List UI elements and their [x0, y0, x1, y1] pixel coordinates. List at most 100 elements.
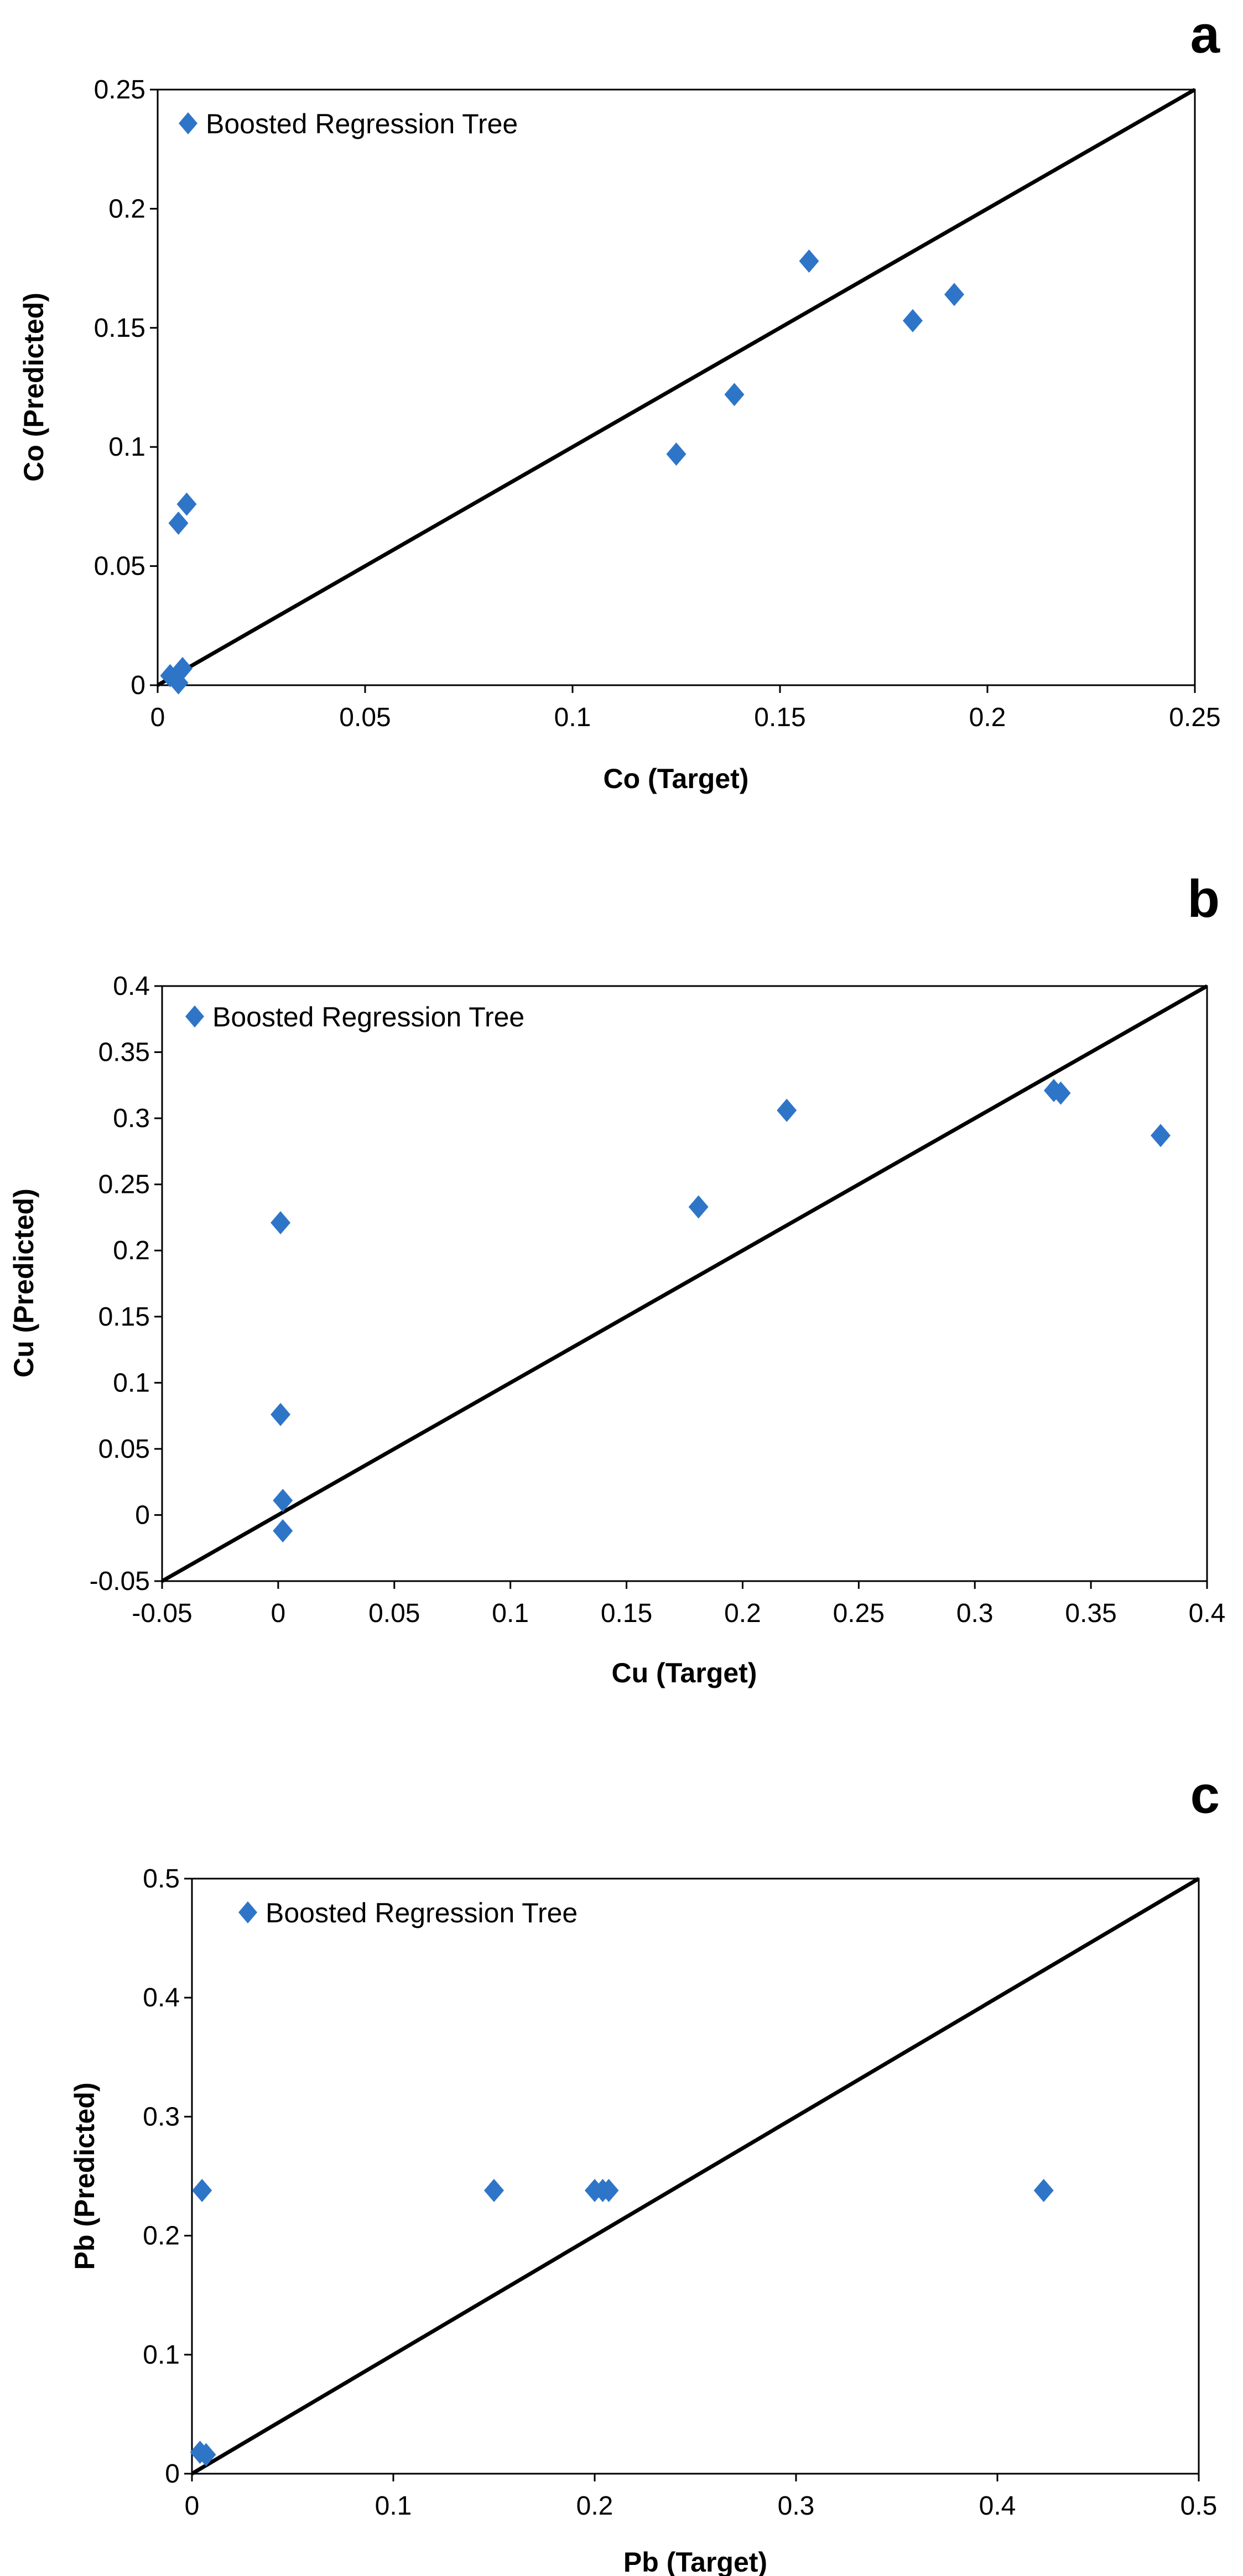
x-tick-label: 0.35 [1065, 1599, 1116, 1628]
legend-marker-a [179, 112, 197, 134]
x-ticks-c: 0 0.1 0.2 0.3 0.4 0.5 [185, 2474, 1218, 2521]
x-tick-label: 0.3 [778, 2491, 815, 2521]
reference-line-a [157, 87, 1196, 687]
x-tick-label: 0.25 [1169, 703, 1220, 732]
x-tick-label: 0.4 [1189, 1599, 1226, 1628]
data-points-b [271, 1078, 1171, 1543]
y-axis-title-b: Cu (Predicted) [8, 1188, 39, 1378]
y-tick-label: 0.1 [108, 432, 145, 462]
data-point [1050, 1081, 1071, 1105]
data-point [944, 283, 964, 306]
reference-line-b [161, 984, 1208, 1583]
x-ticks-a: 0 0.05 0.1 0.15 0.2 0.25 [150, 685, 1221, 732]
plot-area-a [157, 88, 1196, 686]
data-point [173, 656, 193, 680]
x-tick-label: 0.05 [368, 1599, 420, 1628]
data-point [1033, 2178, 1054, 2202]
x-axis-title-c: Pb (Target) [623, 2547, 767, 2576]
y-tick-label: 0.2 [113, 1236, 150, 1265]
x-tick-label: 0.2 [724, 1599, 761, 1628]
legend-marker-b [185, 1005, 204, 1028]
x-tick-label: 0.05 [339, 703, 391, 732]
data-points-a [160, 249, 964, 695]
panel-letter-a: a [1190, 5, 1220, 64]
legend-a: Boosted Regression Tree [179, 108, 518, 139]
x-tick-label: 0.1 [492, 1599, 529, 1628]
x-tick-label: 0 [271, 1599, 286, 1628]
y-ticks-c: 0 0.1 0.2 0.3 0.4 0.5 [143, 1864, 192, 2489]
y-tick-label: 0.4 [113, 972, 150, 1001]
chart-panel-b: b -0.05 0 0.05 0.1 0.15 0.2 0.25 0.3 0.35 0.4 -0.… [8, 869, 1225, 1688]
data-point [777, 1098, 797, 1122]
y-tick-label: -0.05 [90, 1567, 150, 1596]
x-tick-label: 0.2 [576, 2491, 613, 2521]
data-point [273, 1519, 293, 1543]
data-points-c [190, 2178, 1054, 2467]
x-tick-label: 0.1 [375, 2491, 412, 2521]
x-tick-label: 0.15 [601, 1599, 652, 1628]
y-tick-label: 0.05 [98, 1435, 150, 1464]
y-tick-label: 0.2 [143, 2222, 180, 2251]
plot-area-c [191, 1878, 1200, 2475]
data-point [271, 1211, 291, 1235]
y-ticks-b: -0.05 0 0.05 0.1 0.15 0.2 0.25 0.3 0.35 0.4 [90, 972, 162, 1596]
data-point [903, 309, 923, 332]
data-point [666, 442, 686, 466]
panel-letter-b: b [1187, 869, 1220, 929]
x-axis-title-a: Co (Target) [604, 763, 749, 794]
y-tick-label: 0.2 [108, 194, 145, 223]
x-tick-label: 0 [150, 703, 165, 732]
y-tick-label: 0.3 [143, 2102, 180, 2131]
chart-panel-a: a 0 0.05 0.1 0.15 0.2 0.25 0 0.05 0.1 0.15 0.2 0.2… [18, 5, 1221, 794]
x-tick-label: 0.5 [1180, 2491, 1218, 2521]
legend-label-a: Boosted Regression Tree [206, 108, 518, 139]
x-tick-label: 0.2 [969, 703, 1006, 732]
data-point [271, 1402, 291, 1426]
data-point [799, 249, 819, 273]
y-tick-label: 0.1 [113, 1368, 150, 1397]
x-axis-title-b: Cu (Target) [612, 1657, 757, 1688]
y-tick-label: 0.25 [94, 75, 145, 105]
y-tick-label: 0.15 [98, 1302, 150, 1332]
data-point [724, 383, 745, 406]
y-tick-label: 0.15 [94, 314, 145, 343]
y-tick-label: 0 [165, 2459, 180, 2489]
data-point [196, 2443, 216, 2467]
y-ticks-a: 0 0.05 0.1 0.15 0.2 0.25 [94, 75, 158, 700]
data-point [168, 512, 189, 535]
y-tick-label: 0.25 [98, 1170, 150, 1200]
x-tick-label: -0.05 [132, 1599, 192, 1628]
y-tick-label: 0.4 [143, 1983, 180, 2012]
plot-area-b [161, 985, 1208, 1582]
y-tick-label: 0 [135, 1500, 150, 1530]
data-point [1151, 1124, 1171, 1148]
y-tick-label: 0.3 [113, 1104, 150, 1133]
y-axis-title-c: Pb (Predicted) [69, 2083, 100, 2270]
legend-label-c: Boosted Regression Tree [266, 1897, 578, 1928]
data-point [599, 2178, 619, 2202]
y-tick-label: 0.5 [143, 1864, 180, 1894]
x-tick-label: 0.15 [754, 703, 805, 732]
data-point [176, 492, 197, 516]
legend-label-b: Boosted Regression Tree [212, 1002, 524, 1033]
x-tick-label: 0.25 [833, 1599, 885, 1628]
data-point [192, 2178, 212, 2202]
legend-marker-c [238, 1901, 257, 1923]
y-tick-label: 0.05 [94, 552, 145, 581]
y-tick-label: 0.35 [98, 1038, 150, 1067]
reference-line-c [191, 1876, 1200, 2476]
legend-b: Boosted Regression Tree [185, 1002, 524, 1033]
x-tick-label: 0 [185, 2491, 200, 2521]
x-tick-label: 0.3 [956, 1599, 994, 1628]
chart-panel-c: c 0 0.1 0.2 0.3 0.4 0.5 0 0.1 0.2 0.3 0.4 0.5 Boos… [69, 1765, 1220, 2576]
y-tick-label: 0 [131, 671, 145, 700]
x-ticks-b: -0.05 0 0.05 0.1 0.15 0.2 0.25 0.3 0.35 0.4 [132, 1581, 1225, 1628]
data-point [484, 2178, 504, 2202]
data-point [688, 1195, 709, 1219]
legend-c: Boosted Regression Tree [238, 1897, 578, 1928]
x-tick-label: 0.1 [554, 703, 591, 732]
y-tick-label: 0.1 [143, 2340, 180, 2370]
y-axis-title-a: Co (Predicted) [18, 293, 49, 482]
x-tick-label: 0.4 [979, 2491, 1016, 2521]
